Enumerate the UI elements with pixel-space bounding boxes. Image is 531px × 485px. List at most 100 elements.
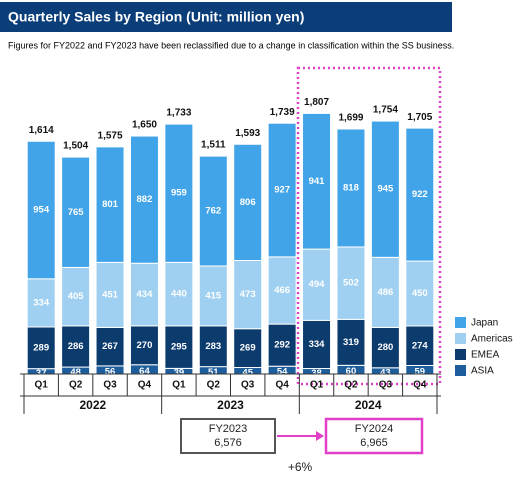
x-tick-label: Q4 — [138, 380, 152, 391]
bar-segment — [164, 123, 194, 263]
data-label: 319 — [343, 337, 359, 348]
data-label: 451 — [102, 289, 119, 300]
x-tick-label: Q1 — [35, 380, 49, 391]
bar-segment — [233, 260, 263, 330]
bar-segment — [267, 122, 297, 258]
data-label: 64 — [139, 366, 150, 377]
title-bar — [0, 2, 452, 32]
data-label: 267 — [102, 341, 118, 352]
legend-label: ASIA — [471, 366, 494, 377]
highlight-box — [296, 66, 442, 386]
legend-swatch — [455, 349, 466, 360]
bar-segment — [405, 260, 435, 327]
legend-label: Americas — [471, 334, 513, 345]
x-tick-label: Q4 — [275, 380, 289, 391]
total-label: 1,614 — [29, 125, 54, 136]
legend-swatch — [455, 333, 466, 344]
data-label: 60 — [346, 366, 357, 377]
total-label: 1,575 — [98, 131, 123, 142]
bar-segment — [233, 328, 263, 369]
data-label: 334 — [33, 297, 50, 308]
chart-title: Quarterly Sales by Region (Unit: million… — [8, 9, 304, 25]
group-label: 2024 — [355, 398, 382, 412]
chart-subtitle: Figures for FY2022 and FY2023 have been … — [8, 40, 454, 50]
total-label: 1,807 — [304, 97, 329, 108]
total-label: 1,733 — [166, 108, 191, 119]
bar-segment — [336, 246, 366, 320]
bar-segment — [129, 262, 159, 327]
bar-segment — [95, 146, 125, 263]
bar-segment — [302, 319, 332, 370]
bar-segment — [129, 135, 159, 264]
total-label: 1,699 — [338, 113, 363, 124]
bar-segment — [336, 128, 366, 248]
total-label: 1,504 — [63, 141, 88, 152]
data-label: 434 — [137, 289, 154, 300]
data-label: 289 — [33, 342, 49, 353]
fy-value: 6,576 — [214, 437, 242, 449]
total-label: 1,511 — [201, 140, 226, 151]
data-label: 954 — [33, 205, 50, 216]
data-label: 945 — [377, 184, 394, 195]
total-label: 1,650 — [132, 120, 157, 131]
data-label: 269 — [240, 343, 256, 354]
fy-box — [180, 418, 276, 454]
legend-label: Japan — [471, 318, 498, 329]
x-tick-label: Q3 — [241, 380, 255, 391]
bar-segment — [61, 156, 91, 268]
total-label: 1,739 — [270, 107, 295, 118]
data-label: 37 — [36, 368, 47, 379]
data-label: 292 — [274, 340, 290, 351]
x-tick-label: Q2 — [207, 380, 221, 391]
data-label: 941 — [309, 176, 326, 187]
data-label: 818 — [343, 182, 359, 193]
bar-segment — [370, 326, 400, 369]
bar-segment — [164, 261, 194, 327]
bar-segment — [198, 265, 228, 327]
data-label: 54 — [277, 367, 288, 378]
bar-segment — [233, 143, 263, 262]
bar-segment — [198, 155, 228, 267]
total-label: 1,754 — [373, 105, 398, 116]
fy-label: FY2024 — [355, 423, 394, 435]
x-tick-label: Q1 — [310, 380, 324, 391]
data-label: 56 — [105, 366, 116, 377]
data-label: 59 — [415, 366, 426, 377]
data-label: 473 — [240, 289, 256, 300]
bar-segment — [336, 318, 366, 366]
total-label: 1,593 — [235, 128, 260, 139]
legend-label: EMEA — [471, 350, 500, 361]
fy-label: FY2023 — [209, 423, 248, 435]
data-label: 295 — [171, 342, 188, 353]
data-label: 922 — [412, 189, 428, 200]
data-label: 286 — [68, 341, 84, 352]
data-label: 801 — [102, 199, 119, 210]
data-label: 270 — [137, 340, 153, 351]
data-label: 466 — [274, 285, 290, 296]
data-label: 415 — [205, 290, 222, 301]
bar-segment — [267, 323, 297, 367]
x-tick-label: Q2 — [69, 380, 83, 391]
growth-label: +6% — [288, 460, 313, 474]
data-label: 494 — [309, 279, 326, 290]
bar-segment — [370, 256, 400, 328]
data-label: 280 — [377, 342, 393, 353]
total-label: 1,705 — [407, 112, 432, 123]
group-label: 2022 — [79, 398, 106, 412]
bar-segment — [302, 112, 332, 250]
data-label: 486 — [377, 287, 393, 298]
data-label: 806 — [240, 197, 256, 208]
data-label: 762 — [205, 206, 221, 217]
data-label: 440 — [171, 289, 187, 300]
bar-segment — [164, 325, 194, 369]
data-label: 274 — [412, 340, 429, 351]
fy-box — [324, 417, 424, 455]
bar-segment — [129, 325, 159, 366]
bar-segment — [95, 326, 125, 367]
data-label: 51 — [208, 367, 219, 378]
bar-segment — [370, 120, 400, 258]
legend-swatch — [455, 317, 466, 328]
data-label: 882 — [137, 194, 153, 205]
data-label: 405 — [68, 291, 85, 302]
